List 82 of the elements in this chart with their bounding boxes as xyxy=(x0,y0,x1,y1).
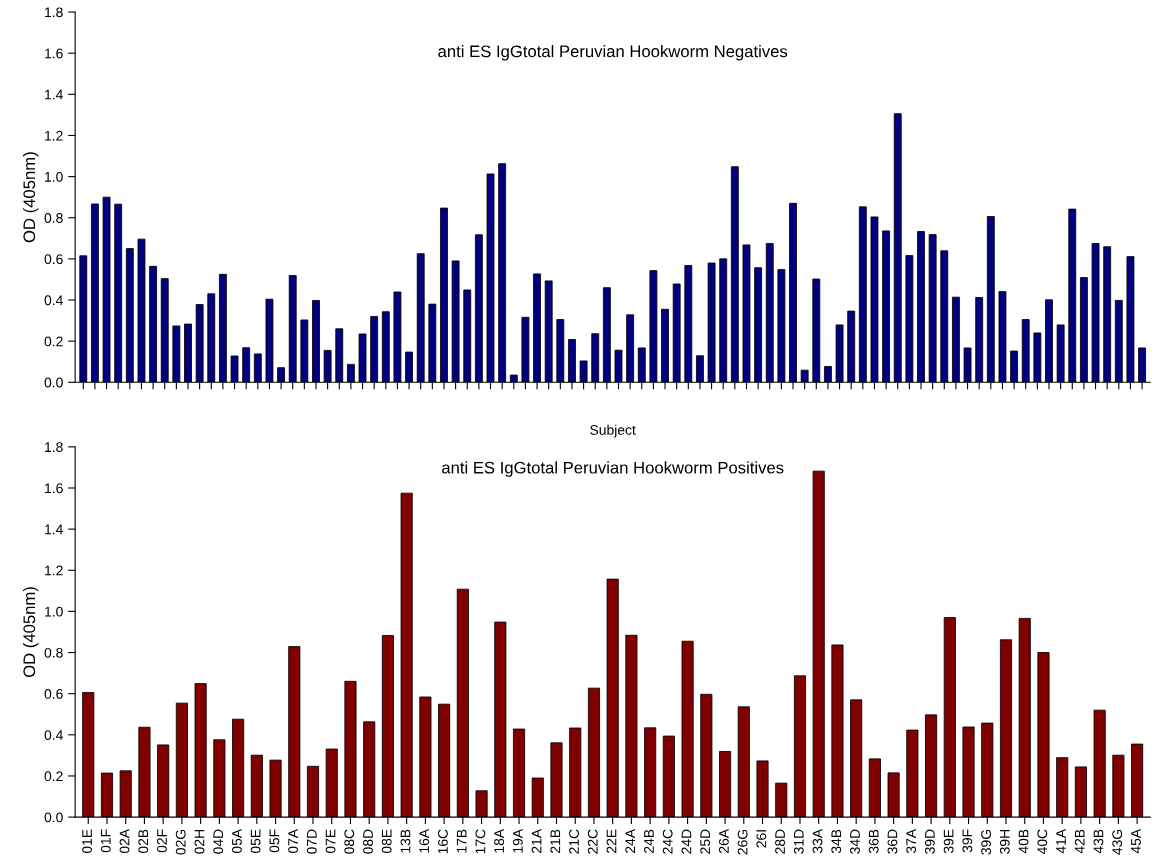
x-tick-label: 07A xyxy=(288,828,298,854)
x-tick-label: 26A xyxy=(718,828,729,853)
x-tick-label: 39F xyxy=(962,829,973,853)
x-tick-label: 16C xyxy=(438,829,448,854)
x-tick-label: 24C xyxy=(662,829,673,854)
x-tick-label: 02H xyxy=(194,830,205,854)
x-tick-label: 24B xyxy=(644,829,654,853)
x-tick-label: 08D xyxy=(363,829,373,854)
x-tick-label: 17C xyxy=(475,829,486,854)
x-tick-label: 16A xyxy=(419,828,430,853)
y-tick-label: 1.0 xyxy=(45,606,63,617)
x-tick-label: 04D xyxy=(213,829,224,854)
x-tick-label: 02A xyxy=(119,828,130,854)
x-tick-label: 18A xyxy=(494,828,505,853)
x-tick-label: 26I xyxy=(756,830,767,848)
x-tick-label: 39D xyxy=(924,829,935,854)
x-tick-label: 33A xyxy=(812,828,823,854)
x-tick-label: 02F xyxy=(157,829,167,853)
x-tick-label: 05E xyxy=(250,829,261,854)
x-tick-label: 07D xyxy=(306,829,317,854)
y-tick-label: 1.6 xyxy=(45,48,63,59)
x-tick-label: 40C xyxy=(1037,829,1048,855)
x-tick-label: 22E xyxy=(606,829,617,853)
y-tick-label: 1.4 xyxy=(45,89,63,100)
x-tick-label: 39H xyxy=(999,830,1010,854)
x-tick-label: 36B xyxy=(868,829,879,854)
x-tick-label: 43B xyxy=(1093,829,1104,854)
y-tick-label: 1.0 xyxy=(45,171,63,182)
x-tick-label: 40B xyxy=(1018,829,1029,854)
x-tick-label: 36D xyxy=(887,829,898,854)
x-tick-label: 05F xyxy=(269,829,280,853)
x-tick-label: 42B xyxy=(1074,829,1085,854)
x-tick-label: 05A xyxy=(231,828,242,854)
y-tick-label: 1.8 xyxy=(45,7,63,18)
x-tick-label: 17B xyxy=(456,829,467,853)
x-tick-label: 01F xyxy=(100,829,111,853)
x-tick-label: 21C xyxy=(569,829,579,854)
x-tick-label: 21A xyxy=(531,828,542,853)
x-tick-label: 45A xyxy=(1131,828,1141,854)
y-tick-label: 1.6 xyxy=(45,483,63,494)
x-tick-label: 39G xyxy=(981,829,991,855)
x-tick-label: 24A xyxy=(625,828,635,853)
x-tick-label: 21B xyxy=(550,829,561,853)
x-tick-label: 41A xyxy=(1056,828,1066,854)
x-tick-label: 08C xyxy=(344,829,355,854)
text: anti ES IgGtotal Peruvian Hookworm Positives xyxy=(442,461,784,477)
y-tick-label: 1.2 xyxy=(45,130,63,141)
x-tick-label: 24D xyxy=(681,829,692,854)
y-tick-label: 0.6 xyxy=(44,689,63,699)
y-tick-label: 0.2 xyxy=(44,336,63,347)
x-tick-label: 34D xyxy=(850,829,860,854)
y-tick-label: 0.8 xyxy=(44,647,63,658)
x-tick-label: 08E xyxy=(381,829,392,854)
x-tick-label: 26G xyxy=(737,829,748,855)
x-tick-label: 25D xyxy=(700,829,711,854)
y-tick-label: 0.2 xyxy=(44,771,63,782)
x-tick-label: 43G xyxy=(1112,829,1123,855)
x-tick-label: 01E xyxy=(82,829,92,854)
y-axis-title: OD (405nm) xyxy=(22,587,39,678)
x-tick-label: 28D xyxy=(775,829,785,854)
x-tick-label: 31D xyxy=(793,829,804,854)
y-tick-label: 0.8 xyxy=(44,213,63,223)
y-tick-label: 0.0 xyxy=(44,812,63,823)
y-tick-label: 0.4 xyxy=(44,730,63,740)
x-tick-label: 19A xyxy=(512,828,523,853)
text: anti ES IgGtotal Peruvian Hookworm Negatives xyxy=(438,45,788,61)
x-axis-title: Subject xyxy=(590,424,636,438)
x-tick-label: 13B xyxy=(400,829,411,853)
y-tick-label: 0.4 xyxy=(44,295,63,306)
y-tick-label: 1.4 xyxy=(45,524,63,535)
y-axis-title: OD (405nm) xyxy=(22,152,39,243)
y-tick-label: 1.8 xyxy=(45,442,63,453)
y-tick-label: 1.2 xyxy=(45,565,63,576)
x-tick-label: 02B xyxy=(138,829,149,854)
x-tick-label: 39E xyxy=(943,829,954,854)
x-tick-label: 02G xyxy=(175,829,186,855)
x-tick-label: 34B xyxy=(831,829,842,854)
y-tick-label: 0.6 xyxy=(44,254,63,265)
y-tick-label: 0.0 xyxy=(44,377,63,388)
x-tick-label: 37A xyxy=(906,828,917,854)
x-tick-label: 22C xyxy=(587,829,598,854)
x-tick-label: 07E xyxy=(325,829,336,854)
